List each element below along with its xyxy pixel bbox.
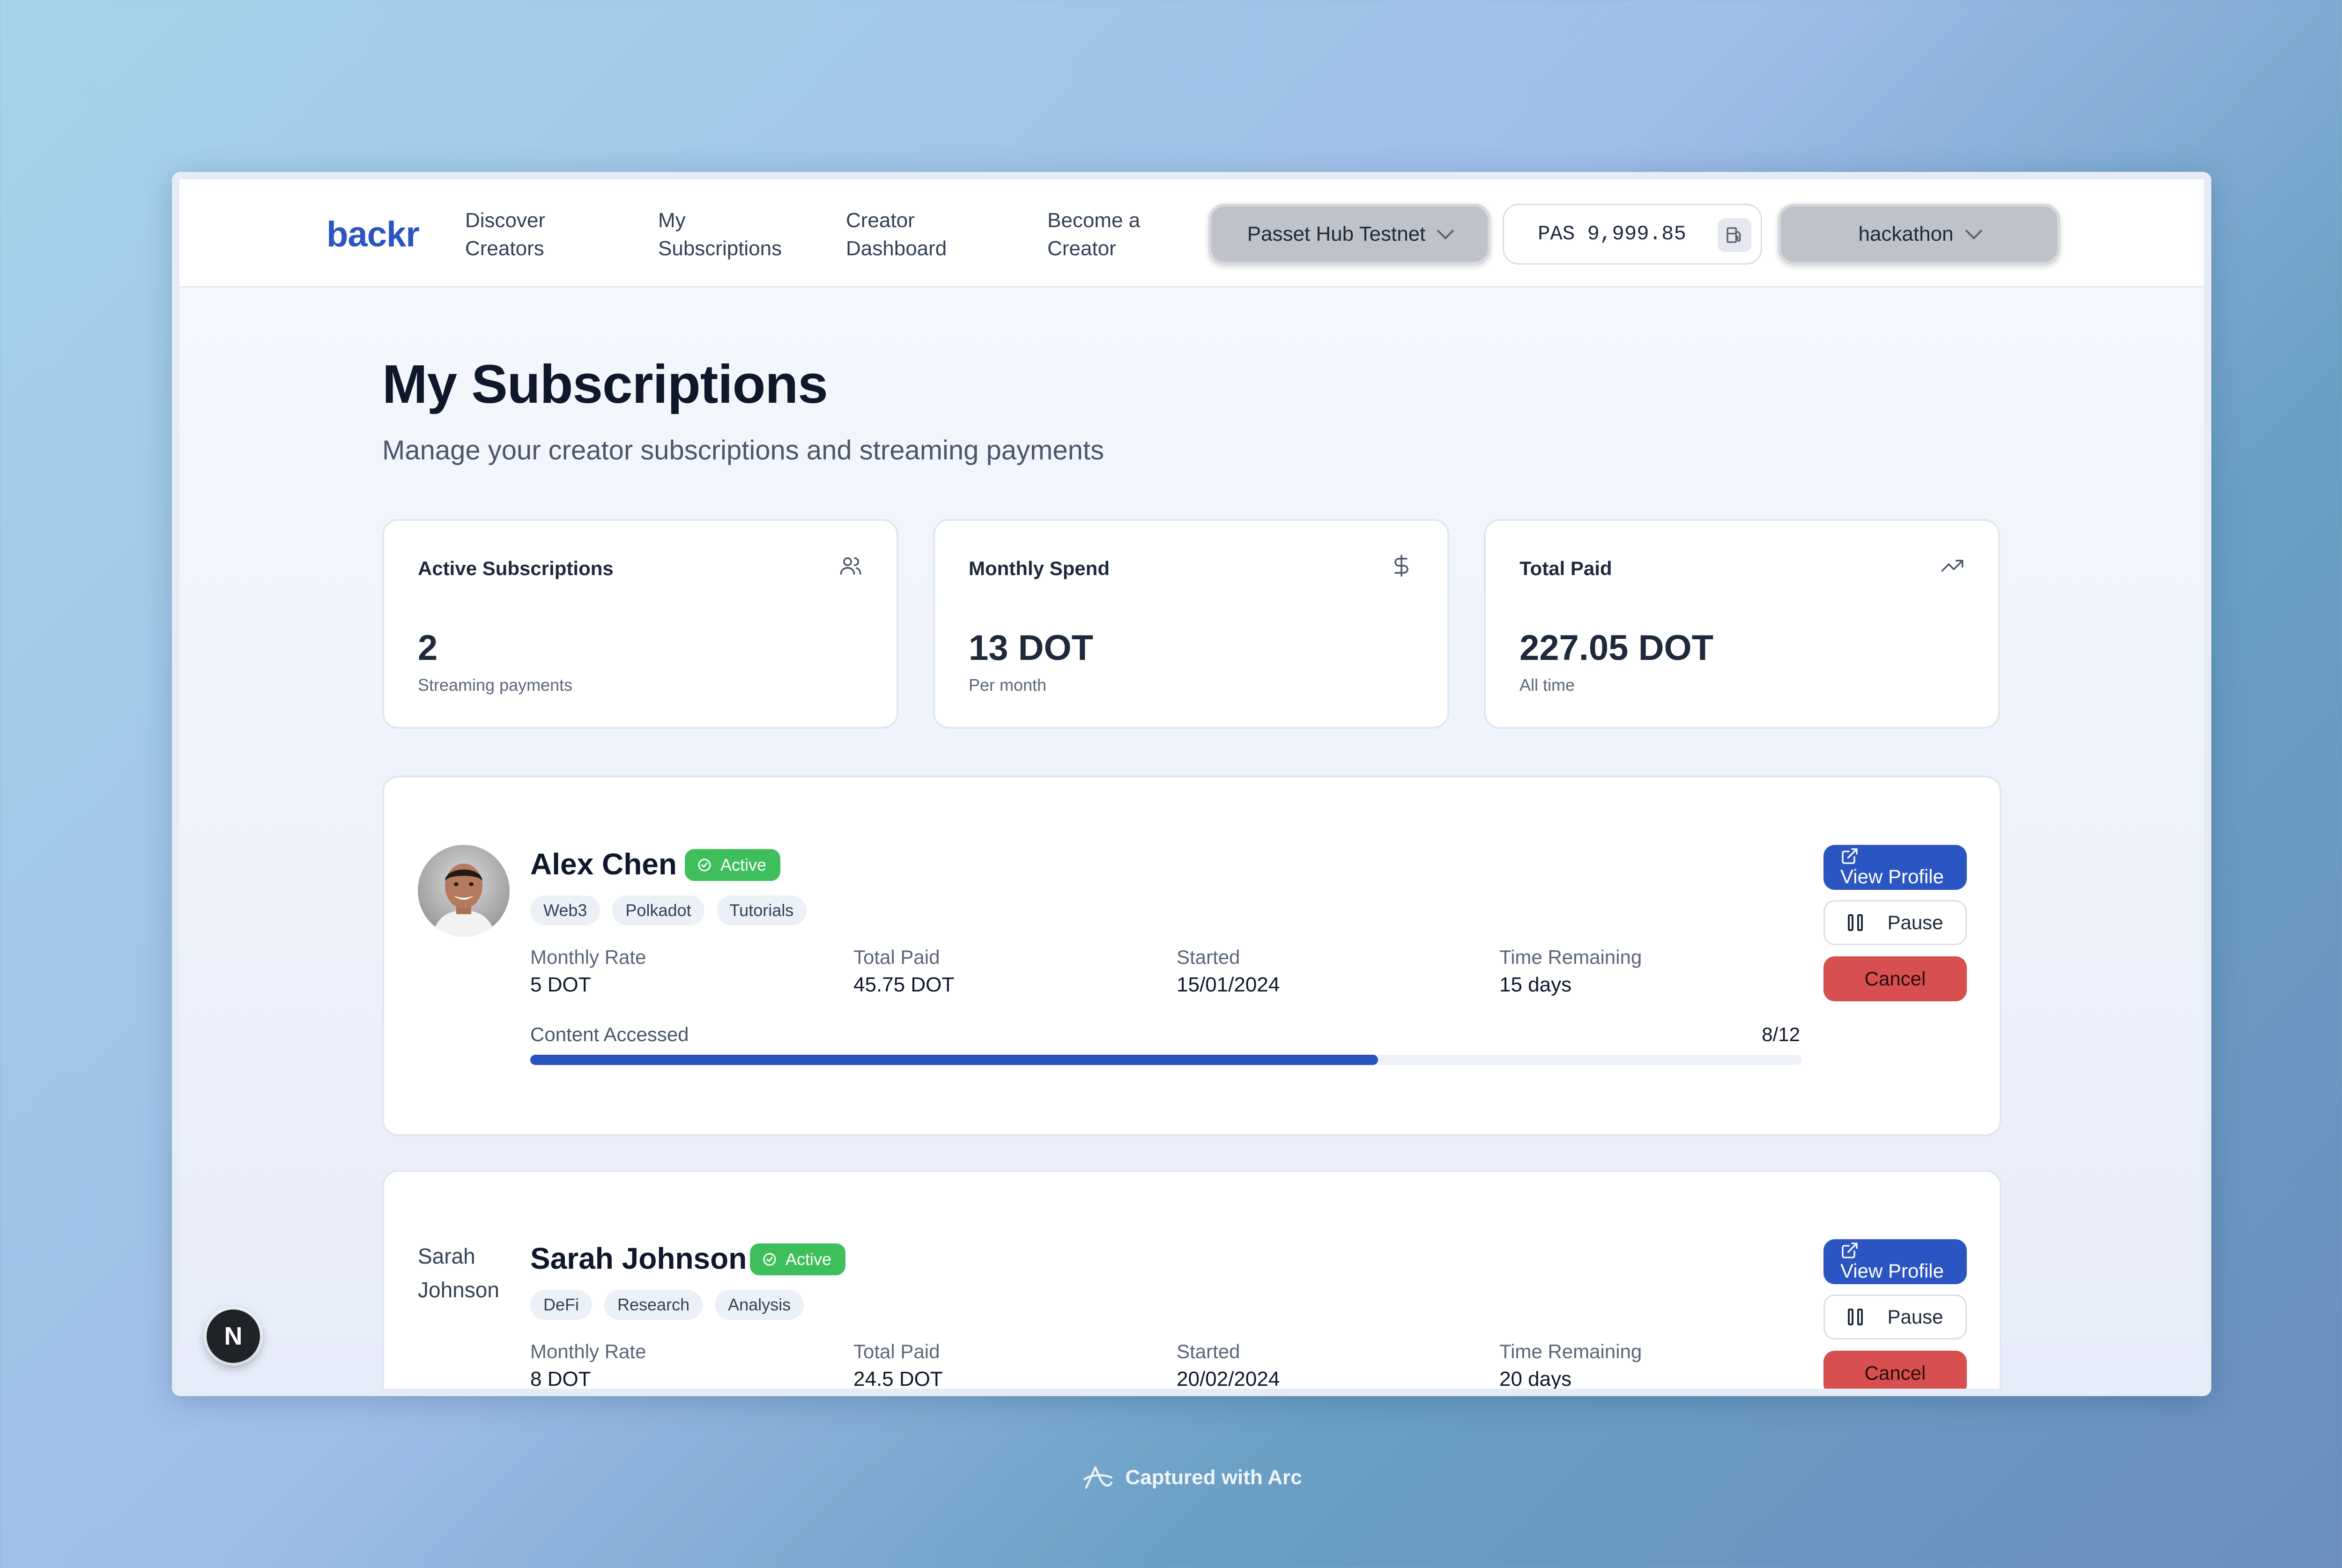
- balance-value: PAS 9,999.85: [1538, 222, 1686, 246]
- content-progress-bar: [530, 1055, 1802, 1065]
- meta-started: Started 15/01/2024: [1177, 946, 1280, 996]
- cancel-button[interactable]: Cancel: [1823, 1351, 1967, 1389]
- tag: Polkadot: [612, 895, 704, 925]
- subscription-card: Sarah Johnson Sarah Johnson Active DeFi …: [382, 1170, 2001, 1389]
- creator-name[interactable]: Alex Chen: [530, 847, 677, 881]
- arc-logo-icon: [1083, 1466, 1113, 1489]
- subscription-card: Alex Chen Active Web3 Polkadot Tutorials…: [382, 776, 2001, 1136]
- stat-card-monthly-spend: Monthly Spend 13 DOT Per month: [933, 519, 1449, 729]
- creator-name[interactable]: Sarah Johnson: [530, 1242, 747, 1275]
- check-circle-icon: [698, 858, 711, 872]
- view-profile-button[interactable]: View Profile: [1823, 1239, 1967, 1284]
- capture-text: Captured with Arc: [1125, 1466, 1302, 1489]
- nav-link-become-creator[interactable]: Become a Creator: [1047, 209, 1141, 260]
- content-progress-fill: [530, 1055, 1379, 1065]
- tag: Research: [604, 1290, 703, 1320]
- avatar[interactable]: Sarah Johnson: [418, 1244, 499, 1302]
- balance-display: PAS 9,999.85: [1503, 204, 1762, 265]
- account-selector[interactable]: hackathon: [1778, 204, 2060, 265]
- page-subtitle: Manage your creator subscriptions and st…: [382, 435, 1104, 466]
- external-link-icon: [1842, 1243, 1858, 1258]
- pause-icon: [1848, 914, 1863, 931]
- cancel-button[interactable]: Cancel: [1823, 956, 1967, 1001]
- trending-up-icon: [1941, 560, 1964, 572]
- network-label: Passet Hub Testnet: [1247, 222, 1426, 245]
- pause-button[interactable]: Pause: [1823, 900, 1967, 945]
- stat-card-active-subscriptions: Active Subscriptions 2 Streaming payment…: [382, 519, 898, 729]
- nextjs-dev-badge[interactable]: N: [207, 1309, 260, 1363]
- meta-time-remaining: Time Remaining 15 days: [1499, 946, 1642, 996]
- meta-started: Started 20/02/2024: [1177, 1340, 1280, 1389]
- browser-window: backr Discover Creators My Subscriptions…: [172, 172, 2211, 1396]
- meta-time-remaining: Time Remaining 20 days: [1499, 1340, 1642, 1389]
- top-nav: backr Discover Creators My Subscriptions…: [179, 179, 2204, 288]
- tag-list: Web3 Polkadot Tutorials: [530, 895, 807, 925]
- content-accessed-count: 8/12: [1762, 1023, 1800, 1045]
- network-selector[interactable]: Passet Hub Testnet: [1208, 204, 1490, 265]
- meta-total-paid: Total Paid 24.5 DOT: [853, 1340, 943, 1389]
- chevron-down-icon: [1437, 222, 1454, 240]
- pause-button[interactable]: Pause: [1823, 1294, 1967, 1339]
- nav-link-my-subscriptions[interactable]: My Subscriptions: [658, 209, 782, 260]
- check-circle-icon: [763, 1253, 776, 1266]
- fuel-icon[interactable]: [1718, 218, 1751, 252]
- pause-icon: [1848, 1309, 1863, 1325]
- stat-card-total-paid: Total Paid 227.05 DOT All time: [1484, 519, 2000, 729]
- stat-value: 13 DOT: [969, 628, 1094, 668]
- meta-total-paid: Total Paid 45.75 DOT: [853, 946, 955, 996]
- logo[interactable]: backr: [326, 214, 420, 254]
- tag: Tutorials: [716, 895, 807, 925]
- dollar-icon: [1394, 555, 1408, 577]
- status-badge: Active: [750, 1243, 846, 1275]
- avatar[interactable]: [418, 845, 510, 937]
- stat-value: 227.05 DOT: [1519, 628, 1713, 668]
- external-link-icon: [1842, 848, 1858, 864]
- meta-monthly-rate: Monthly Rate 8 DOT: [530, 1340, 646, 1389]
- chevron-down-icon: [1965, 222, 1982, 240]
- page-title: My Subscriptions: [382, 354, 828, 414]
- meta-monthly-rate: Monthly Rate 5 DOT: [530, 946, 646, 996]
- tag-list: DeFi Research Analysis: [530, 1290, 804, 1320]
- stat-value: 2: [418, 628, 438, 668]
- account-label: hackathon: [1858, 222, 1954, 245]
- status-badge: Active: [685, 849, 781, 881]
- capture-footer: Captured with Arc: [0, 1462, 2342, 1493]
- tag: DeFi: [530, 1290, 593, 1320]
- nav-link-creator-dashboard[interactable]: Creator Dashboard: [846, 209, 947, 260]
- users-icon: [840, 557, 861, 575]
- view-profile-button[interactable]: View Profile: [1823, 845, 1967, 890]
- content-accessed-label: Content Accessed: [530, 1023, 689, 1045]
- page-viewport: backr Discover Creators My Subscriptions…: [179, 179, 2204, 1389]
- tag: Web3: [530, 895, 600, 925]
- tag: Analysis: [715, 1290, 804, 1320]
- nav-link-discover-creators[interactable]: Discover Creators: [465, 209, 546, 260]
